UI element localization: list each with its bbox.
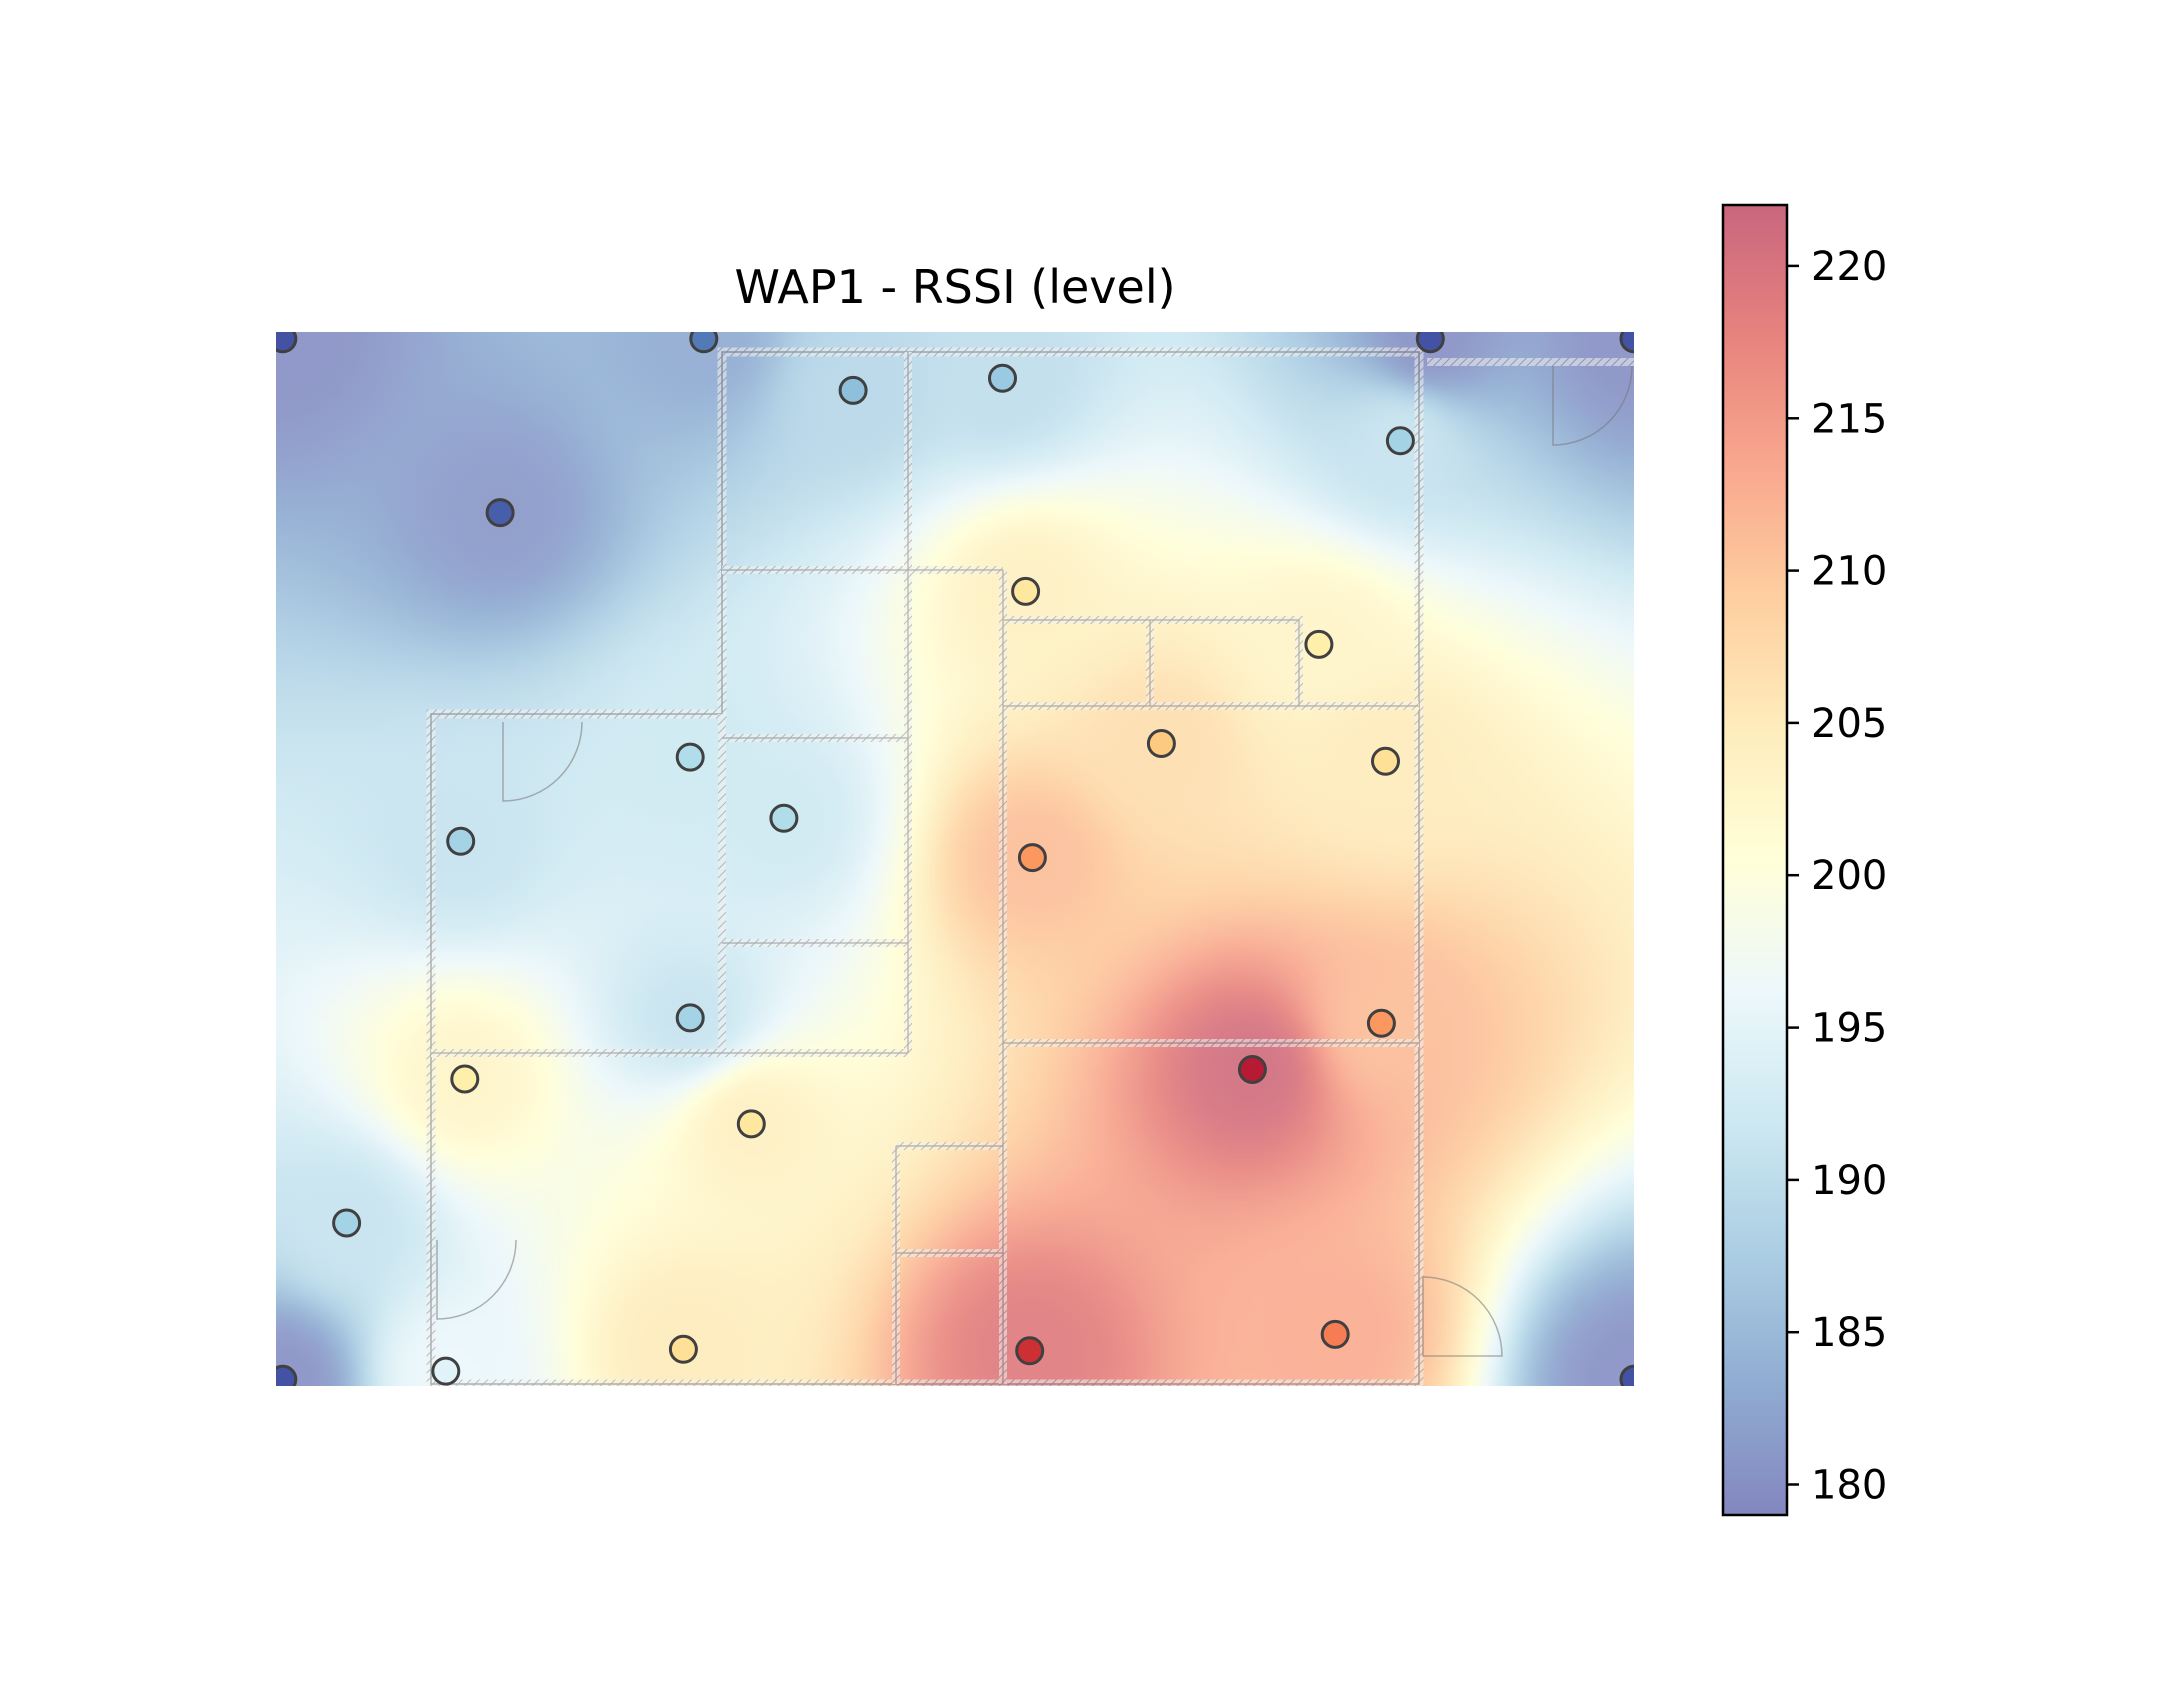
rssi-heatmap <box>276 332 1634 1386</box>
colorbar-tick-label: 215 <box>1811 396 1887 442</box>
measurement-point <box>689 332 719 354</box>
colorbar-tick-label: 195 <box>1811 1006 1887 1052</box>
measurement-point <box>1015 1336 1045 1366</box>
measurement-point <box>431 1356 461 1386</box>
door-swings <box>436 365 1633 1357</box>
colorbar: 180 185 190 195 200 205 210 215 220 <box>1721 203 1887 1517</box>
measurement-point <box>1320 1319 1350 1349</box>
measurement-point <box>1385 426 1415 456</box>
plot-area <box>276 332 1634 1386</box>
measurement-point <box>1011 576 1041 606</box>
measurement-point <box>675 1003 705 1033</box>
measurement-point <box>1304 629 1334 659</box>
measurement-point <box>668 1334 698 1364</box>
measurement-point <box>276 332 298 354</box>
measurement-point <box>1619 1364 1634 1386</box>
colorbar-tick-label: 185 <box>1811 1310 1887 1356</box>
colorbar-tick-label: 200 <box>1811 853 1887 899</box>
measurement-point <box>736 1109 766 1139</box>
measurement-point <box>1371 746 1400 776</box>
measurement-point <box>1017 843 1047 873</box>
colorbar-frame <box>1721 203 1789 1517</box>
measurement-point <box>675 742 705 772</box>
colorbar-tick-label: 180 <box>1811 1463 1887 1509</box>
colorbar-tick-label: 210 <box>1811 549 1887 595</box>
colorbar-fill <box>1723 205 1787 1515</box>
measurement-point <box>446 826 476 856</box>
measurement-point <box>276 1364 298 1386</box>
measurement-point <box>485 498 515 528</box>
measurement-point <box>450 1064 480 1094</box>
wall-edges <box>431 352 1419 1384</box>
measurement-point <box>838 375 868 405</box>
measurement-point <box>1415 332 1445 354</box>
measurement-point <box>988 363 1017 393</box>
measurement-point <box>1619 332 1634 354</box>
measurement-point <box>1366 1008 1396 1038</box>
measurement-point <box>332 1208 362 1238</box>
colorbar-tick-label: 220 <box>1811 244 1887 290</box>
measurement-points <box>276 332 1634 1386</box>
chart-title: WAP1 - RSSI (level) <box>734 260 1175 314</box>
measurement-point <box>1237 1055 1267 1084</box>
floor-plan <box>426 347 1634 1386</box>
measurement-point <box>769 803 799 833</box>
colorbar-ticks: 180 185 190 195 200 205 210 215 220 <box>1787 244 1887 1509</box>
measurement-point <box>1146 729 1176 758</box>
colorbar-tick-label: 205 <box>1811 701 1887 747</box>
colorbar-tick-label: 190 <box>1811 1158 1887 1204</box>
